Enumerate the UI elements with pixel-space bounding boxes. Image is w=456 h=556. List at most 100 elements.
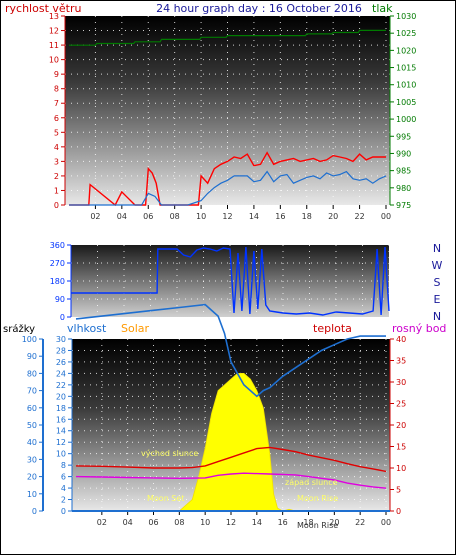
temperature-tick-label: 25 [396, 400, 406, 409]
x-tick-label: 22 [354, 212, 364, 221]
right-tick-label: 1030 [396, 12, 416, 21]
rain-tick-label: 30 [27, 455, 37, 464]
x-tick-label: 10 [200, 518, 210, 527]
moonrise-annotation: Moon Rise [297, 494, 338, 503]
x-tick-label: 22 [355, 518, 365, 527]
left-tick-label: 2 [54, 172, 59, 181]
compass-label: N [433, 310, 441, 323]
direction-tick-label: 180 [50, 277, 65, 286]
rain-tick-label: 70 [27, 387, 37, 396]
x-tick-label: 12 [222, 212, 232, 221]
rain-tick-label: 50 [27, 421, 37, 430]
dewpoint-label: rosný bod [392, 322, 446, 335]
wind-speed-line [69, 151, 386, 207]
rain-tick-label: 80 [27, 369, 37, 378]
moonrise-axis-annotation: Moon Rise [297, 521, 338, 530]
rain-tick-label: 40 [27, 438, 37, 447]
wind-pressure-axes: 0123456789101112139759809859909951000100… [49, 12, 417, 221]
direction-tick-label: 360 [50, 241, 65, 250]
left-tick-label: 9 [54, 70, 59, 79]
x-tick-label: 02 [90, 212, 100, 221]
right-tick-label: 1020 [396, 46, 416, 55]
humidity-tick-label: 4 [61, 484, 66, 493]
direction-tick-label: 0 [60, 313, 65, 322]
moonset-annotation: Moon Set [147, 494, 184, 503]
temperature-tick-label: 15 [396, 443, 406, 452]
humidity-tick-label: 28 [56, 346, 66, 355]
humidity-temperature-axes: 0246810121416182022242628300102030405060… [22, 335, 406, 527]
humidity-tick-label: 12 [56, 438, 66, 447]
x-tick-label: 06 [143, 212, 153, 221]
rain-tick-label: 20 [27, 473, 37, 482]
pressure-line [69, 29, 386, 46]
humidity-tick-label: 0 [61, 507, 66, 516]
right-tick-label: 1025 [396, 29, 416, 38]
humidity-axis-title: vlhkost [67, 322, 107, 335]
humidity-tick-label: 24 [56, 369, 66, 378]
x-tick-label: 12 [226, 518, 236, 527]
x-tick-label: 18 [302, 212, 312, 221]
rain-axis-title: srážky [3, 323, 35, 335]
right-tick-label: 995 [396, 132, 411, 141]
humidity-tick-label: 30 [56, 335, 66, 344]
x-tick-label: 04 [123, 518, 133, 527]
humidity-line [75, 303, 386, 398]
left-tick-label: 4 [54, 143, 59, 152]
x-tick-label: 08 [174, 518, 184, 527]
temperature-tick-label: 0 [396, 507, 401, 516]
humidity-tick-label: 26 [56, 358, 66, 367]
rain-tick-label: 90 [27, 352, 37, 361]
left-axis-title: rychlost větru [5, 2, 81, 15]
temperature-axis-title: teplota [313, 322, 352, 335]
x-tick-label: 04 [117, 212, 127, 221]
left-tick-label: 8 [54, 85, 59, 94]
humidity-temperature-series [75, 303, 387, 489]
right-axis-title: tlak [372, 2, 393, 15]
right-tick-label: 1015 [396, 64, 416, 73]
right-tick-label: 1010 [396, 81, 416, 90]
rain-tick-label: 0 [32, 507, 37, 516]
solar-label: Solar [121, 322, 150, 335]
x-tick-label: 14 [252, 518, 262, 527]
humidity-tick-label: 8 [61, 461, 66, 470]
rain-tick-label: 10 [27, 490, 37, 499]
left-tick-label: 5 [54, 128, 59, 137]
right-tick-label: 975 [396, 201, 411, 210]
rain-tick-label: 100 [22, 335, 37, 344]
x-tick-label: 16 [275, 212, 285, 221]
compass-label: N [433, 242, 441, 255]
compass-label: E [434, 293, 441, 306]
wind-pressure-plot-area [65, 16, 390, 205]
x-tick-label: 16 [278, 518, 288, 527]
humidity-tick-label: 14 [56, 427, 66, 436]
left-tick-label: 13 [49, 12, 59, 21]
temperature-tick-label: 5 [396, 486, 401, 495]
humidity-tick-label: 2 [61, 496, 66, 505]
direction-tick-label: 90 [55, 295, 65, 304]
right-tick-label: 1000 [396, 115, 416, 124]
direction-tick-label: 270 [50, 259, 65, 268]
wind-direction-line [71, 246, 390, 316]
compass-label: W [432, 259, 443, 272]
right-tick-label: 1005 [396, 98, 416, 107]
left-tick-label: 7 [54, 99, 59, 108]
left-tick-label: 12 [49, 27, 59, 36]
x-tick-label: 00 [381, 212, 391, 221]
humidity-tick-label: 6 [61, 473, 66, 482]
x-tick-label: 02 [97, 518, 107, 527]
humidity-tick-label: 10 [56, 450, 66, 459]
page-title: 24 hour graph day : 16 October 2016 [156, 2, 362, 15]
humidity-tick-label: 16 [56, 415, 66, 424]
rain-tick-label: 60 [27, 404, 37, 413]
left-tick-label: 11 [49, 41, 59, 50]
x-tick-label: 18 [303, 518, 313, 527]
x-tick-label: 00 [381, 518, 391, 527]
x-tick-label: 10 [196, 212, 206, 221]
x-tick-label: 20 [329, 518, 339, 527]
x-tick-label: 08 [170, 212, 180, 221]
wind-pressure-series [69, 29, 387, 207]
right-tick-label: 990 [396, 149, 411, 158]
